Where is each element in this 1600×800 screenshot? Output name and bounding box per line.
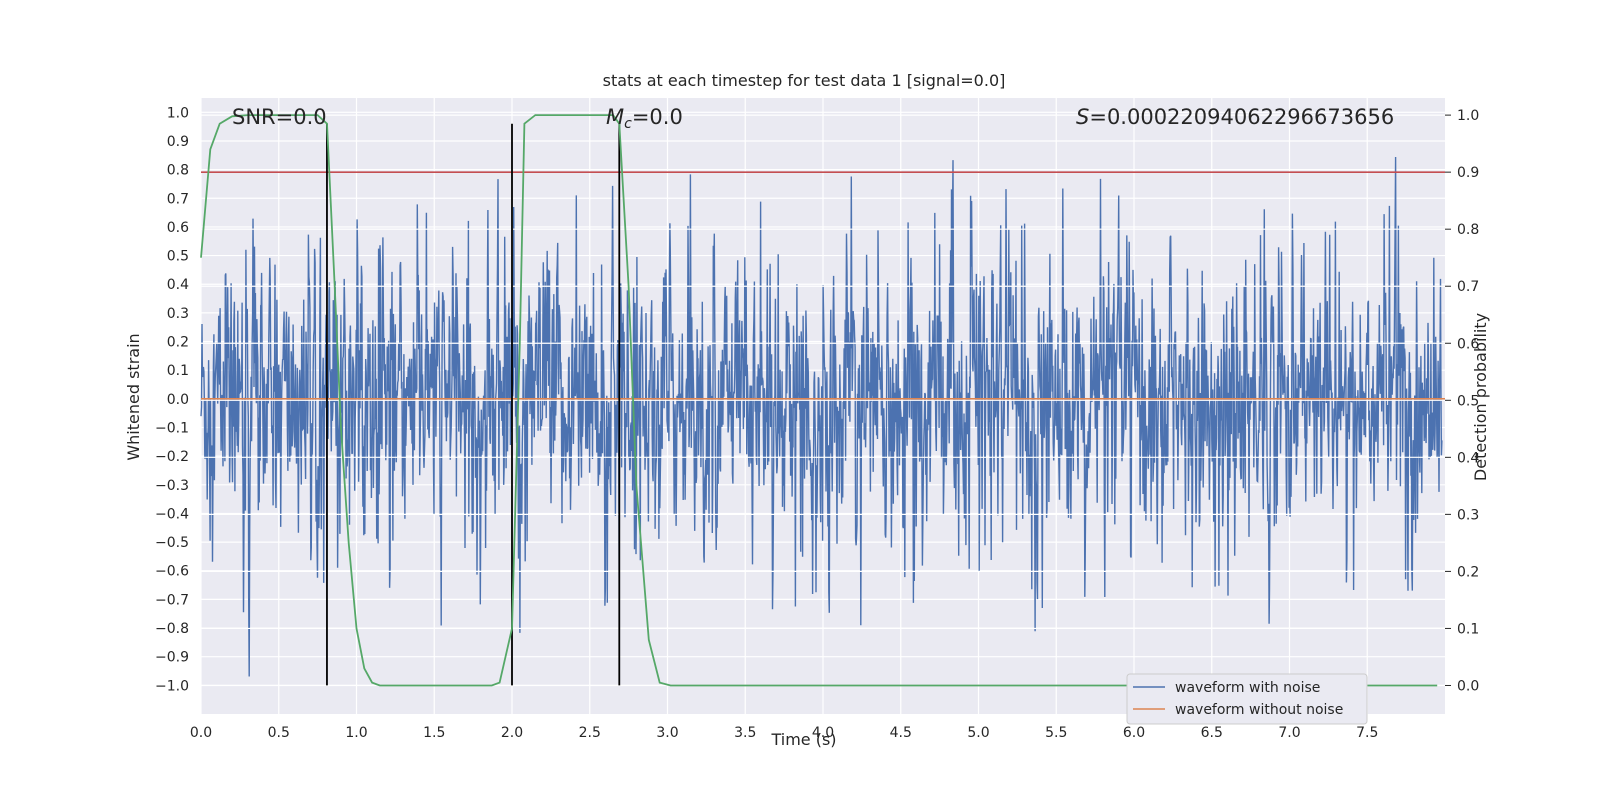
x-tick-label: 3.5 [734, 725, 756, 741]
y-right-tick-label: 0.9 [1457, 165, 1479, 181]
x-tick-label: 3.0 [656, 725, 678, 741]
y-right-tick-label: 0.5 [1457, 393, 1479, 409]
x-tick-label: 6.5 [1201, 725, 1223, 741]
noisy-waveform-line [200, 156, 1443, 677]
y-right-tick-label: 0.7 [1457, 279, 1479, 295]
y-left-tick-label: −0.6 [155, 564, 189, 580]
y-left-tick-label: −0.1 [155, 420, 189, 436]
y-left-tick-label: 1.0 [167, 105, 189, 121]
x-tick-label: 0.0 [190, 725, 212, 741]
noisy-waveform-series [200, 156, 1443, 677]
vertical-markers [326, 123, 621, 686]
x-tick-label: 5.0 [967, 725, 989, 741]
y-right-tick-label: 0.2 [1457, 564, 1479, 580]
y-left-tick-label: −1.0 [155, 678, 189, 694]
y-left-tick-label: −0.9 [155, 650, 189, 666]
y-left-tick-label: −0.5 [155, 535, 189, 551]
y-left-tick-label: −0.2 [155, 449, 189, 465]
y-left-tick-label: 0.8 [167, 163, 189, 179]
chirp-mass-subscript: c [624, 116, 632, 132]
y-right-tick-label: 0.1 [1457, 621, 1479, 637]
y-left-tick-label: 0.6 [167, 220, 189, 236]
y-left-tick-label: 0.7 [167, 191, 189, 207]
x-tick-label: 7.0 [1278, 725, 1300, 741]
y-axis-label-left: Whitened strain [124, 333, 143, 460]
y-right-tick-label: 0.0 [1457, 678, 1479, 694]
snr-annotation: SNR=0.0 [232, 105, 327, 129]
y-left-tick-label: 0.2 [167, 335, 189, 351]
y-left-tick-label: −0.3 [155, 478, 189, 494]
x-tick-label: 5.5 [1045, 725, 1067, 741]
y-left-tick-label: 0.5 [167, 249, 189, 265]
y-right-tick-label: 0.4 [1457, 450, 1479, 466]
x-tick-label: 1.0 [345, 725, 367, 741]
legend-box [1126, 673, 1368, 725]
y-left-tick-label: −0.7 [155, 592, 189, 608]
chirp-mass-value: =0.0 [632, 105, 683, 129]
statistic-symbol: S [1076, 105, 1089, 129]
chirp-mass-symbol: M [606, 105, 624, 129]
y-right-tick-label: 0.3 [1457, 507, 1479, 523]
x-tick-label: 2.5 [579, 725, 601, 741]
y-left-tick-label: 0.3 [167, 306, 189, 322]
legend-label-clean: waveform without noise [1175, 702, 1343, 718]
y-left-tick-label: 0.0 [167, 392, 189, 408]
x-tick-label: 7.5 [1356, 725, 1378, 741]
x-tick-label: 1.5 [423, 725, 445, 741]
y-right-tick-label: 0.8 [1457, 222, 1479, 238]
y-left-tick-label: −0.8 [155, 621, 189, 637]
detection-probability-series [200, 114, 1438, 687]
statistic-value: =0.00022094062296673656 [1089, 105, 1394, 129]
x-tick-label: 4.0 [812, 725, 834, 741]
y-left-tick-label: 0.4 [167, 277, 189, 293]
y-left-tick-label: 0.1 [167, 363, 189, 379]
y-left-tick-label: −0.4 [155, 506, 189, 522]
chart-title: stats at each timestep for test data 1 [… [603, 71, 1006, 90]
x-tick-label: 2.0 [501, 725, 523, 741]
y-right-tick-label: 1.0 [1457, 108, 1479, 124]
chirp-mass-annotation: Mc=0.0 [606, 105, 683, 132]
detection-probability-line [200, 114, 1438, 687]
legend: waveform with noise waveform without noi… [1126, 673, 1368, 725]
legend-label-noisy: waveform with noise [1175, 680, 1320, 696]
statistic-annotation: S=0.00022094062296673656 [1076, 105, 1394, 129]
x-tick-label: 0.5 [268, 725, 290, 741]
x-tick-label: 6.0 [1123, 725, 1145, 741]
y-left-tick-label: 0.9 [167, 134, 189, 150]
x-axis-label: Time (s) [770, 730, 836, 749]
axes: 0.0 0.5 1.0 1.5 2.0 2.5 3.0 3.5 4.0 4.5 5.0 5.5 6.0 6… [155, 105, 1479, 741]
y-axis-label-right: Detection probability [1471, 313, 1490, 481]
x-tick-label: 4.5 [890, 725, 912, 741]
y-right-tick-label: 0.6 [1457, 336, 1479, 352]
